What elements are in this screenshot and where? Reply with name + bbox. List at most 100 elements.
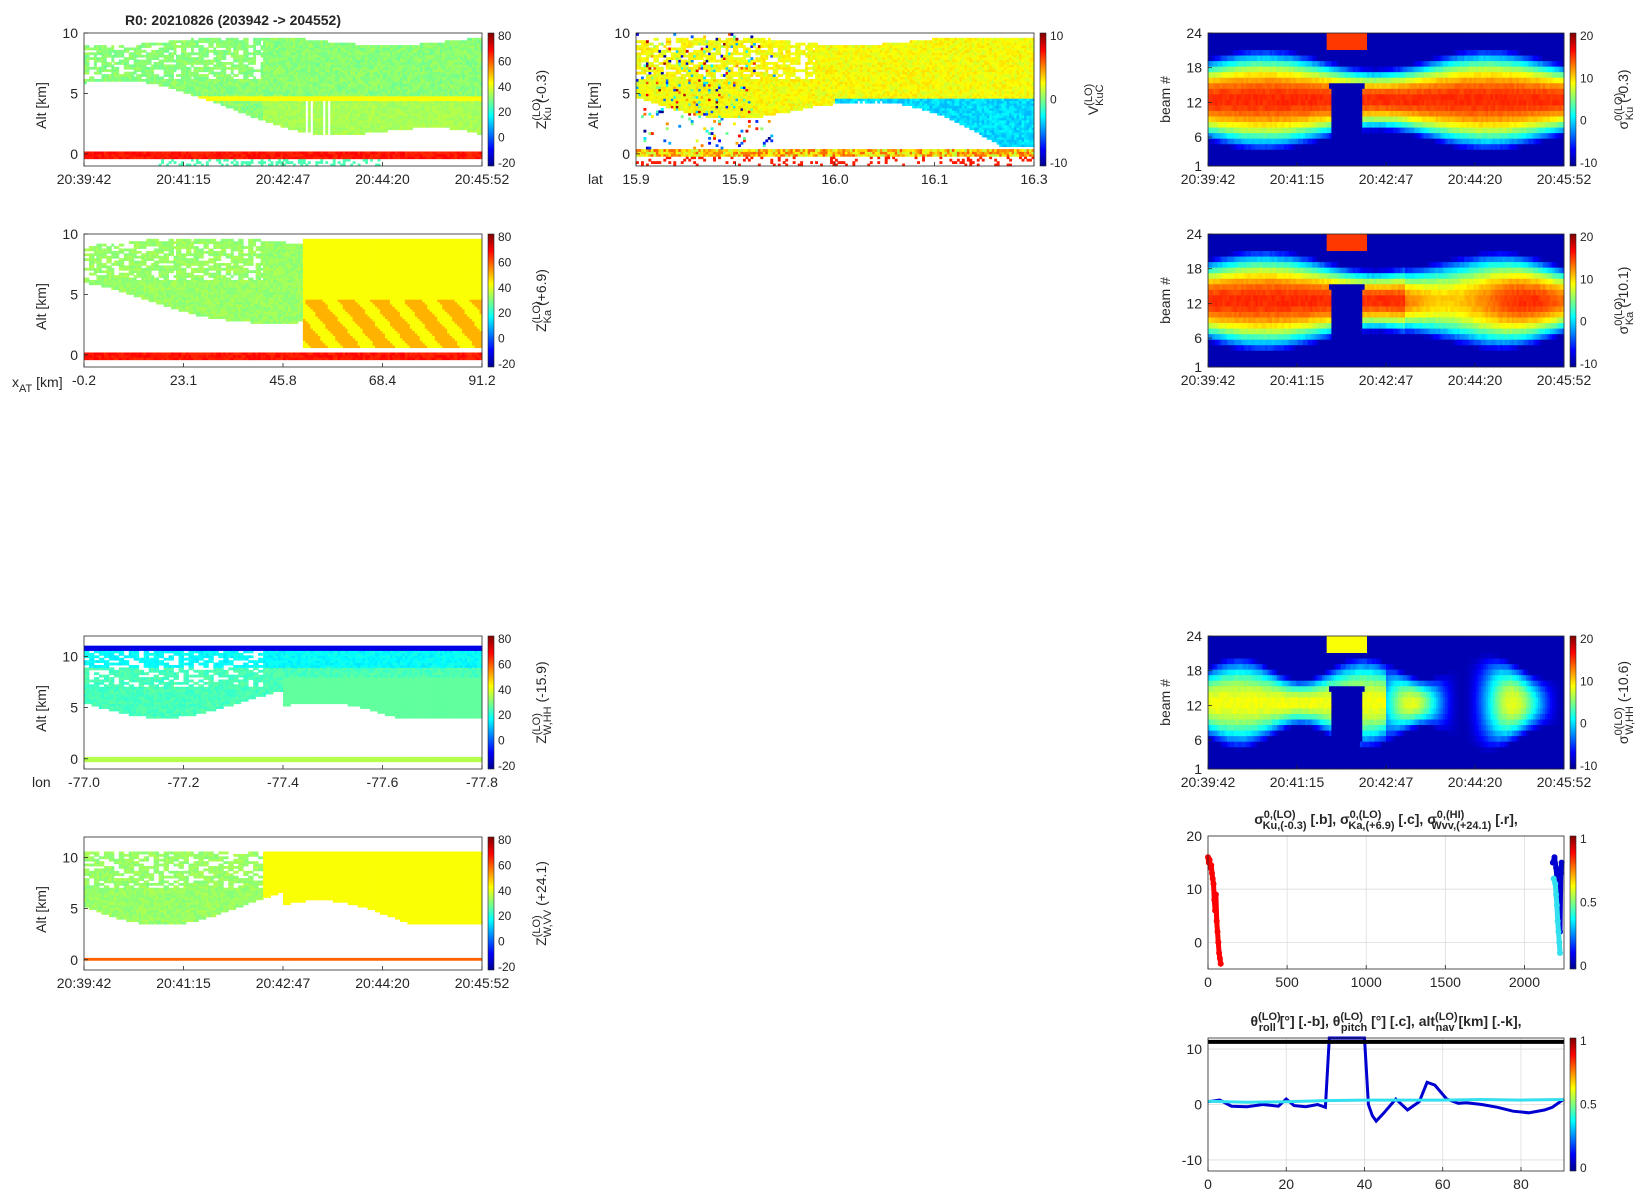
s0whh-xtick-label: 20:45:52 — [1537, 774, 1592, 790]
attitude-cbar-tick-label: 1 — [1580, 1034, 1587, 1048]
zka-xtick-label: -0.2 — [72, 372, 96, 388]
zwvv-cbar-label: Z(LO)W,VV (+24.1) — [531, 861, 554, 946]
zwhh-cbar-tick-label: 20 — [498, 708, 512, 722]
attitude-xtick-label: 20 — [1278, 1176, 1294, 1192]
zwhh-ytick-label: 10 — [62, 648, 78, 664]
attitude-xtick-label: 80 — [1513, 1176, 1529, 1192]
s0whh-ytick-label: 24 — [1186, 628, 1202, 644]
zka-ylabel: Alt [km] — [33, 283, 49, 330]
vku-xtick-label: 16.0 — [821, 171, 848, 187]
s0ka-cbar-tick-label: 10 — [1580, 272, 1594, 286]
zwhh-colorbar — [488, 636, 494, 769]
sig0line-point — [1550, 860, 1556, 866]
zku-xtick-label: 20:42:47 — [256, 171, 311, 187]
s0whh-cbar-tick-label: 20 — [1580, 632, 1594, 646]
s0ku-ylabel-text: beam # — [1157, 76, 1173, 123]
figure-title: R0: 20210826 (203942 -> 204552) — [125, 12, 341, 28]
s0whh-cbar-label-text: σ0(LO)W,HH (-10.6) — [1613, 661, 1636, 744]
vku-xtick-label: 15.9 — [622, 171, 649, 187]
zwhh-ytick-label: 5 — [70, 700, 78, 716]
zka-ytick-label: 5 — [70, 286, 78, 302]
sig0line-cbar-tick-label: 0 — [1580, 959, 1587, 973]
zwvv-cbar-tick-label: -20 — [498, 960, 516, 974]
s0ku-xtick-label: 20:45:52 — [1537, 171, 1592, 187]
s0ku-heatmap — [1208, 33, 1564, 166]
zwhh-xtick-label: -77.8 — [466, 774, 498, 790]
s0ka-cbar-tick-label: -10 — [1580, 357, 1598, 371]
s0ka-cbar-label-text: σ0(LO)Ka (-10.1) — [1613, 267, 1636, 335]
s0ku-xtick-label: 20:41:15 — [1270, 171, 1325, 187]
zka-xlabel: xAT [km] — [12, 374, 63, 395]
s0ka-ytick-label: 6 — [1194, 330, 1202, 346]
zwvv-xtick-label: 20:41:15 — [156, 975, 211, 991]
sig0line-point — [1209, 870, 1215, 876]
zku-cbar-tick-label: -20 — [498, 156, 516, 170]
zwvv-xtick-label: 20:44:20 — [355, 975, 410, 991]
vku-heatmap — [636, 33, 1034, 166]
zku-cbar-tick-label: 60 — [498, 54, 512, 68]
attitude-xtick-label: 60 — [1435, 1176, 1451, 1192]
zka-xtick-label: 91.2 — [468, 372, 495, 388]
s0whh-colorbar — [1570, 636, 1576, 769]
s0ka-xtick-label: 20:39:42 — [1181, 372, 1236, 388]
zwhh-cbar-label: Z(LO)W,HH (-15.9) — [531, 661, 554, 743]
sig0line-cbar-tick-label: 0.5 — [1580, 896, 1597, 910]
sig0line-point — [1214, 918, 1220, 924]
sig0line-point — [1216, 950, 1222, 956]
zka-heatmap — [84, 239, 482, 360]
sig0line-point — [1555, 918, 1561, 924]
zka-cbar-tick-label: 40 — [498, 281, 512, 295]
zwhh-cbar-tick-label: 60 — [498, 657, 512, 671]
zka-xtick-label: 68.4 — [369, 372, 396, 388]
s0whh-ylabel: beam # — [1157, 679, 1173, 726]
zka-ylabel-text: Alt [km] — [33, 283, 49, 330]
attitude-ytick-label: 0 — [1194, 1097, 1202, 1113]
s0ka-heatmap — [1208, 234, 1564, 367]
s0whh-xtick-label: 20:39:42 — [1181, 774, 1236, 790]
zwhh-ylabel: Alt [km] — [33, 685, 49, 732]
s0whh-xtick-label: 20:42:47 — [1359, 774, 1414, 790]
sig0line-point — [1215, 939, 1221, 945]
s0ku-ytick-label: 12 — [1186, 94, 1202, 110]
zwhh-cbar-tick-label: 40 — [498, 683, 512, 697]
s0ku-cbar-tick-label: 0 — [1580, 114, 1587, 128]
s0ku-cbar-tick-label: 10 — [1580, 71, 1594, 85]
sig0line-xtick-label: 1000 — [1351, 974, 1382, 990]
s0ka-xtick-label: 20:45:52 — [1537, 372, 1592, 388]
vku-cbar-tick-label: -10 — [1050, 156, 1068, 170]
sig0line-title: σ0,(LO) Ku,(-0.3) [.b], σ0,(LO) Ka,(+6.9) … — [1254, 809, 1518, 832]
vku-ylabel-text: Alt [km] — [585, 82, 601, 129]
zwhh-cbar-label-text: Z(LO)W,HH (-15.9) — [531, 661, 554, 743]
sig0line-point — [1207, 857, 1213, 863]
sig0line-xtick-label: 500 — [1275, 974, 1299, 990]
sig0line-point — [1552, 854, 1558, 860]
zku-cbar-tick-label: 0 — [498, 131, 505, 145]
zwvv-cbar-tick-label: 0 — [498, 935, 505, 949]
zka-cbar-tick-label: 60 — [498, 255, 512, 269]
s0ka-cbar-tick-label: 20 — [1580, 230, 1594, 244]
zwhh-xtick-label: -77.0 — [68, 774, 100, 790]
s0ka-ytick-label: 1 — [1194, 359, 1202, 375]
s0ku-xtick-label: 20:42:47 — [1359, 171, 1414, 187]
s0ka-xtick-label: 20:41:15 — [1270, 372, 1325, 388]
vku-ytick-label: 10 — [614, 25, 630, 41]
s0ku-xtick-label: 20:39:42 — [1181, 171, 1236, 187]
zwvv-cbar-tick-label: 80 — [498, 833, 512, 847]
sig0line-point — [1212, 908, 1218, 914]
vku-ytick-label: 0 — [622, 146, 630, 162]
sig0line-xtick-label: 1500 — [1430, 974, 1461, 990]
vku-cbar-tick-label: 10 — [1050, 29, 1064, 43]
sig0line-point — [1554, 902, 1560, 908]
zwhh-xtick-label: -77.6 — [367, 774, 399, 790]
sig0line-point — [1208, 862, 1214, 868]
zku-heatmap — [84, 38, 482, 167]
zku-cbar-tick-label: 40 — [498, 80, 512, 94]
s0whh-ytick-label: 6 — [1194, 732, 1202, 748]
s0ku-cbar-tick-label: 20 — [1580, 29, 1594, 43]
zwhh-ytick-label: 0 — [70, 751, 78, 767]
sig0line-point — [1213, 892, 1219, 898]
zku-xtick-label: 20:39:42 — [57, 171, 112, 187]
sig0line-ytick-label: 0 — [1194, 934, 1202, 950]
zwvv-xtick-label: 20:39:42 — [57, 975, 112, 991]
